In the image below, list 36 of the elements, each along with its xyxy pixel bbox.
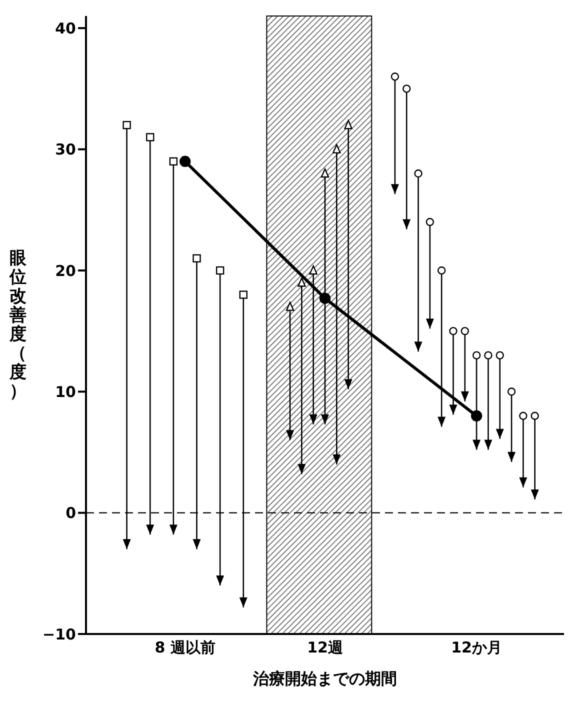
- point: [519, 412, 528, 420]
- point: [472, 351, 481, 360]
- x-tick-label: 12週: [307, 638, 344, 657]
- y-tick-label: 30: [55, 140, 76, 159]
- point: [146, 133, 154, 142]
- point: [426, 218, 434, 226]
- point: [216, 266, 224, 275]
- point: [507, 388, 516, 396]
- point: [192, 254, 201, 262]
- y-tick-label: −10: [42, 625, 76, 644]
- point: [286, 302, 294, 311]
- point: [414, 169, 422, 178]
- point: [496, 351, 504, 360]
- point: [239, 290, 248, 299]
- point: [309, 265, 318, 275]
- point: [402, 84, 411, 93]
- point: [437, 266, 446, 275]
- y-tick-label: 40: [55, 19, 76, 38]
- point: [460, 326, 469, 336]
- point: [449, 326, 458, 336]
- x-tick-label: 12か月: [451, 638, 502, 657]
- point: [344, 120, 352, 130]
- x-tick-label: 8 週以前: [154, 638, 216, 657]
- point: [122, 120, 131, 130]
- point: [332, 144, 341, 154]
- y-tick-label: 0: [66, 504, 76, 522]
- point: [169, 157, 178, 166]
- point: [484, 351, 492, 360]
- y-axis-title: 眼位改善度（度）: [8, 248, 28, 402]
- y-tick-label: 10: [55, 382, 76, 401]
- y-tick-label: 20: [55, 262, 76, 280]
- point: [320, 168, 330, 178]
- point: [390, 72, 400, 81]
- x-axis-title: 治療開始までの期間: [252, 669, 397, 688]
- point: [298, 277, 306, 287]
- point: [530, 412, 539, 420]
